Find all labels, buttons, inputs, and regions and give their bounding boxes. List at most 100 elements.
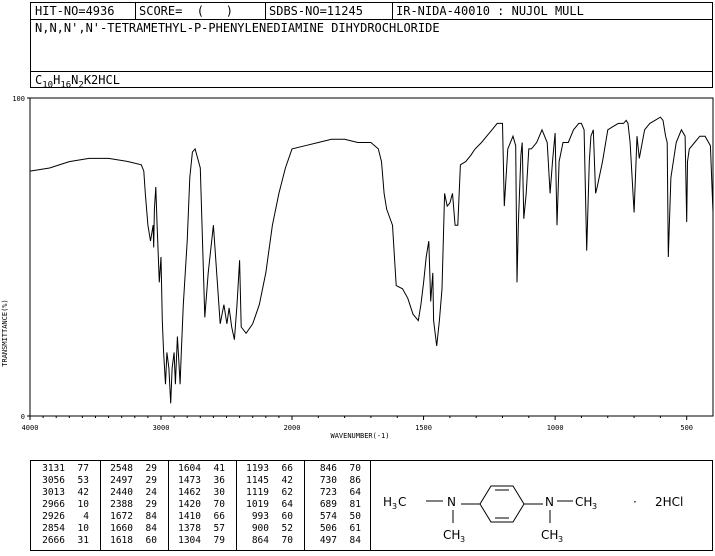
peak-wavenumber: 2497 [110,475,133,486]
formula-divider [31,71,712,72]
peak-transmittance: 24 [145,487,157,498]
formula-part: 2 [78,80,84,91]
peak-transmittance: 4 [83,511,89,522]
atom-label: N [545,495,554,509]
peak-wavenumber: 2926 [42,511,65,522]
peak-row: 1672 84 [103,511,167,523]
peak-wavenumber: 1304 [178,535,201,546]
peak-transmittance: 70 [213,499,225,510]
sdbs-number: SDBS-NO=11245 [269,4,363,18]
peak-wavenumber: 900 [251,523,269,534]
peak-column-divider [100,461,101,550]
peak-row: 2966 10 [35,499,99,511]
peak-row: 846 70 [307,463,371,475]
peak-wavenumber: 723 [319,487,337,498]
formula-part: 16 [60,80,72,91]
peak-wavenumber: 1378 [178,523,201,534]
atom-label: 3 [592,502,597,511]
peak-transmittance: 84 [145,511,157,522]
peak-column: 846 70 730 86 723 64 689 81 574 50 506 61 497 84 [307,463,371,549]
peak-row: 2440 24 [103,487,167,499]
peak-table: 3131 77 3056 53 3013 42 2966 10 2926 4 2854 10 2666 3… [30,460,371,551]
peak-row: 1145 42 [239,475,303,487]
peak-wavenumber: 1145 [246,475,269,486]
peak-wavenumber: 993 [251,511,269,522]
x-tick-label: 4000 [22,424,39,432]
peak-transmittance: 60 [281,511,293,522]
peak-wavenumber: 1604 [178,463,201,474]
peak-transmittance: 66 [281,463,293,474]
atom-label: CH [443,528,460,542]
header-row: HIT-NO=4936 SCORE= ( ) SDBS-NO=11245 IR-… [31,3,712,20]
peak-row: 900 52 [239,523,303,535]
peak-wavenumber: 1660 [110,523,133,534]
peak-wavenumber: 2440 [110,487,133,498]
peak-wavenumber: 2854 [42,523,65,534]
molecular-structure: H 3 C N CH 3 N CH 3 CH 3 · 2HCl [371,460,713,551]
plot-frame [29,97,714,417]
peak-row: 1618 60 [103,535,167,547]
atom-label: CH [541,528,558,542]
peak-wavenumber: 730 [319,475,337,486]
peak-wavenumber: 1019 [246,499,269,510]
peak-transmittance: 10 [77,499,89,510]
peak-column: 1604 41 1473 36 1462 30 1420 70 1410 66 1378 57 1304… [171,463,235,549]
peak-transmittance: 41 [213,463,225,474]
peak-row: 1420 70 [171,499,235,511]
peak-wavenumber: 3131 [42,463,65,474]
peak-column: 2548 29 2497 29 2440 24 2388 29 1672 84 1660 84 1618… [103,463,167,549]
atom-label: CH [575,495,592,509]
formula-part: 10 [42,80,54,91]
peak-row: 1410 66 [171,511,235,523]
peak-transmittance: 29 [145,475,157,486]
structure-drawing: H 3 C N CH 3 N CH 3 CH 3 · 2HCl [383,485,683,544]
atom-label: H [383,495,392,509]
compound-name: N,N,N',N'-TETRAMETHYL-P-PHENYLENEDIAMINE… [35,21,440,35]
peak-column-divider [168,461,169,550]
peak-row: 689 81 [307,499,371,511]
peak-row: 1193 66 [239,463,303,475]
peak-row: 2666 31 [35,535,99,547]
peak-wavenumber: 1193 [246,463,269,474]
benzene-ring [426,485,573,523]
peak-wavenumber: 1420 [178,499,201,510]
peak-row: 574 50 [307,511,371,523]
salt-dot: · [633,495,637,509]
ir-code: IR-NIDA-40010 : NUJOL MULL [396,4,584,18]
header-divider [392,3,393,19]
spectrum-line [29,116,714,404]
peak-wavenumber: 1672 [110,511,133,522]
peak-transmittance: 84 [145,523,157,534]
peak-transmittance: 30 [213,487,225,498]
peak-row: 864 70 [239,535,303,547]
x-tick-label: 2000 [284,424,301,432]
y-tick-label: 100 [12,95,25,103]
peak-row: 1119 62 [239,487,303,499]
score: SCORE= ( ) [139,4,233,18]
peak-row: 723 64 [307,487,371,499]
peak-transmittance: 57 [213,523,225,534]
peak-wavenumber: 3056 [42,475,65,486]
peak-transmittance: 42 [77,487,89,498]
peak-transmittance: 31 [77,535,89,546]
peak-wavenumber: 1410 [178,511,201,522]
peak-row: 2388 29 [103,499,167,511]
peak-row: 1019 64 [239,499,303,511]
peak-row: 2926 4 [35,511,99,523]
salt-label: 2HCl [655,495,683,509]
peak-row: 2854 10 [35,523,99,535]
peak-column-divider [236,461,237,550]
peak-column: 3131 77 3056 53 3013 42 2966 10 2926 4 2854 10 2666 3… [35,463,99,549]
header-divider [135,3,136,19]
peak-wavenumber: 2966 [42,499,65,510]
peak-row: 730 86 [307,475,371,487]
peak-transmittance: 66 [213,511,225,522]
peak-wavenumber: 1119 [246,487,269,498]
peak-row: 1604 41 [171,463,235,475]
peak-row: 506 61 [307,523,371,535]
peak-transmittance: 10 [77,523,89,534]
x-tick-label: 1000 [547,424,564,432]
peak-wavenumber: 574 [319,511,337,522]
x-axis-label: WAVENUMBER(-1) [330,432,389,440]
atom-label: 3 [392,502,397,511]
